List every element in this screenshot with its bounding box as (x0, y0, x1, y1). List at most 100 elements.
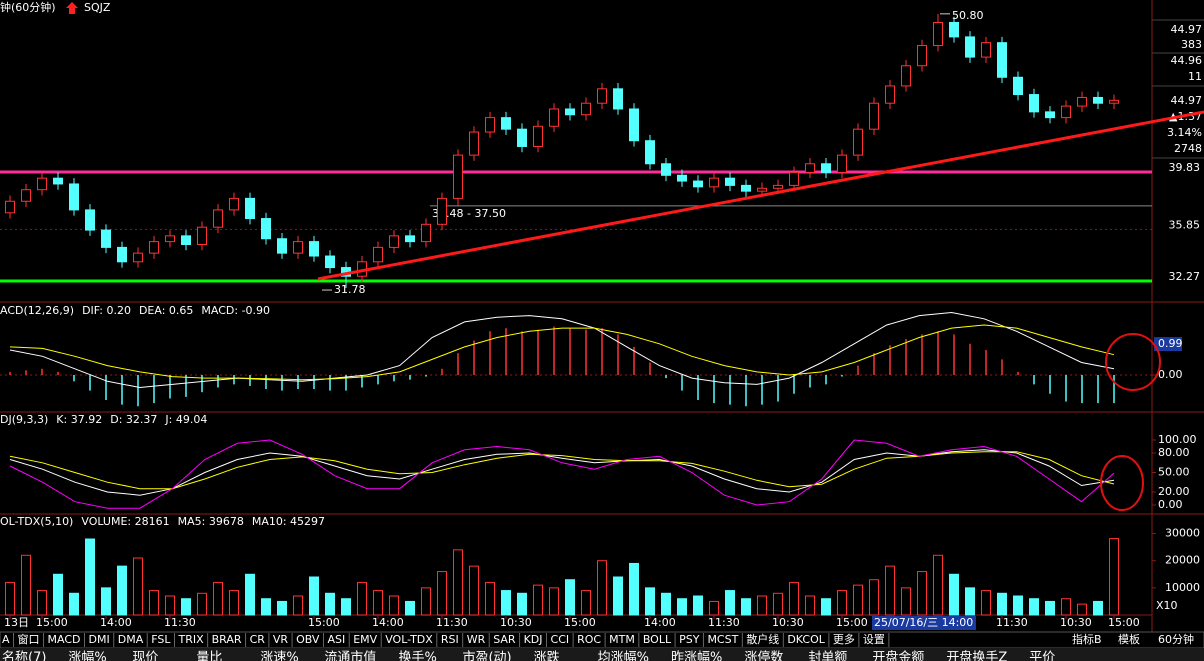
x-tick-label: 14:00 (100, 616, 132, 629)
column-header: 开盘金额 (872, 650, 924, 661)
toolbar-button[interactable]: MACD (48, 633, 81, 646)
volume-bar (613, 576, 623, 616)
volume-bar (213, 581, 223, 616)
toolbar-button[interactable]: 更多 (833, 632, 855, 646)
header-readout: MACD: -0.90 (201, 304, 270, 317)
volume-bar (597, 560, 607, 616)
toolbar-button[interactable]: MTM (609, 633, 635, 646)
volume-bar (533, 584, 543, 616)
quote-value: 3.14% (1167, 126, 1202, 139)
candle-body (1109, 99, 1119, 104)
volume-bar (661, 592, 671, 616)
volume-bar (677, 598, 687, 616)
x-tick-label: 11:30 (164, 616, 196, 629)
toolbar-button[interactable]: KDJ (524, 633, 543, 646)
candle-body (197, 226, 207, 245)
volume-bar (901, 587, 911, 616)
toolbar-button[interactable]: TRIX (177, 633, 204, 646)
toolbar-button[interactable]: CCI (551, 633, 570, 646)
volume-bar (85, 538, 95, 616)
toolbar-button[interactable]: BRAR (212, 633, 242, 646)
candle-body (485, 117, 495, 133)
candle-body (773, 184, 783, 189)
volume-bar (981, 590, 991, 616)
toolbar-button[interactable]: EMV (353, 633, 377, 646)
toolbar-button[interactable]: 指标B (1072, 632, 1102, 646)
column-header: 涨幅% (68, 651, 106, 661)
candle-body (277, 238, 287, 254)
toolbar-button[interactable]: BOLL (643, 633, 672, 646)
toolbar-button[interactable]: ASI (327, 633, 345, 646)
volume-bar (933, 554, 943, 616)
toolbar-button[interactable]: OBV (296, 633, 320, 646)
toolbar-button[interactable]: PSY (679, 633, 700, 646)
volume-bar (357, 581, 367, 616)
column-header: 封单额 (808, 651, 847, 661)
toolbar-button[interactable]: CR (250, 633, 266, 646)
toolbar-button[interactable]: DKCOL (787, 633, 825, 646)
volume-bar (949, 573, 959, 616)
candle-body (453, 154, 463, 199)
volume-bar (149, 590, 159, 616)
toolbar-button[interactable]: DMA (118, 633, 144, 646)
toolbar-button[interactable]: 窗口 (18, 632, 40, 646)
candle-body (965, 36, 975, 58)
volume-bar (197, 592, 207, 616)
toolbar-button[interactable]: VOL-TDX (385, 633, 433, 646)
x-tick-label: 10:30 (1060, 616, 1092, 629)
symbol: SQJZ (84, 1, 111, 14)
low-label: 31.78 (334, 283, 366, 296)
header-readout: MA10: 45297 (252, 515, 325, 528)
toolbar-button[interactable]: DMI (89, 633, 110, 646)
y-tick-label: 0.00 (1158, 368, 1183, 381)
candle-body (261, 218, 271, 240)
volume-bar (1077, 603, 1087, 616)
volume-bar (725, 590, 735, 616)
toolbar-button[interactable]: 模板 (1118, 632, 1140, 646)
highlight-circle (1105, 333, 1161, 391)
toolbar-button[interactable]: 设置 (863, 633, 885, 646)
volume-bar (453, 549, 463, 616)
header-readout: 钟(60分钟) (0, 0, 56, 14)
candle-body (229, 197, 239, 211)
volume-bar (101, 587, 111, 616)
candle-body (533, 125, 543, 147)
toolbar-button[interactable]: VR (273, 633, 289, 646)
volume-bar (997, 592, 1007, 616)
x-tick-label: 14:00 (372, 616, 404, 629)
column-header: 流通市值 (324, 650, 376, 661)
candle-body (133, 252, 143, 263)
candle-body (869, 102, 879, 130)
toolbar-button[interactable]: FSL (151, 633, 171, 646)
candle-body (837, 154, 847, 173)
candle-body (469, 131, 479, 156)
toolbar-button[interactable]: 60分钟 (1158, 632, 1194, 646)
volume-bar (965, 587, 975, 616)
volume-bar (581, 590, 591, 616)
volume-bar (709, 600, 719, 616)
y-tick-label: 20.00 (1158, 485, 1190, 498)
candle-body (373, 246, 383, 263)
y-tick-label: 50.00 (1158, 465, 1190, 478)
toolbar-button[interactable]: A (2, 633, 10, 646)
header-readout: DJ(9,3,3) (0, 413, 48, 426)
toolbar-button[interactable]: 散户线 (746, 632, 779, 646)
candle-body (69, 183, 79, 211)
candle-body (805, 163, 815, 173)
toolbar-button[interactable]: WR (467, 633, 486, 646)
volume-bar (789, 581, 799, 616)
volume-bar (1061, 598, 1071, 616)
candle-body (677, 174, 687, 182)
toolbar-button[interactable]: RSI (441, 633, 459, 646)
toolbar-button[interactable]: ROC (577, 633, 601, 646)
candle-body (661, 163, 671, 176)
volume-bar (917, 571, 927, 616)
toolbar-button[interactable]: SAR (493, 633, 516, 646)
candle-body (853, 128, 863, 156)
quote-value: 44.96 (1171, 54, 1203, 67)
x-tick-label: 10:30 (500, 616, 532, 629)
toolbar-button[interactable]: MCST (707, 633, 738, 646)
x-tick-label: 11:30 (996, 616, 1028, 629)
candle-body (149, 241, 159, 254)
